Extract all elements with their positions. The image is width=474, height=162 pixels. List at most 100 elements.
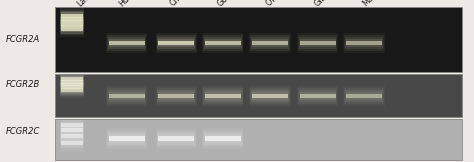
Bar: [61, 75, 83, 84]
Bar: [345, 37, 383, 49]
Bar: [60, 75, 84, 86]
Bar: [158, 41, 194, 45]
Bar: [155, 87, 197, 106]
Text: Ladder: Ladder: [75, 0, 101, 8]
Bar: [62, 84, 83, 91]
Bar: [202, 33, 244, 52]
Bar: [109, 41, 145, 45]
Bar: [204, 37, 242, 49]
Bar: [204, 90, 242, 102]
Bar: [204, 132, 242, 145]
Bar: [298, 88, 337, 104]
Bar: [250, 35, 290, 51]
Bar: [60, 17, 84, 34]
Bar: [61, 14, 83, 24]
Text: FCGR2A: FCGR2A: [6, 35, 40, 44]
Bar: [62, 88, 83, 92]
Bar: [251, 37, 289, 49]
Text: FCGR2C: FCGR2C: [6, 127, 40, 136]
Bar: [60, 78, 84, 91]
Bar: [62, 78, 83, 85]
Bar: [300, 92, 336, 100]
Bar: [60, 135, 84, 151]
Bar: [60, 120, 84, 132]
Bar: [60, 128, 84, 144]
Bar: [157, 37, 195, 49]
Bar: [62, 82, 83, 86]
Bar: [203, 35, 243, 51]
Bar: [60, 124, 84, 137]
Bar: [251, 90, 289, 102]
Bar: [249, 87, 291, 106]
Bar: [55, 7, 462, 72]
Bar: [62, 80, 83, 84]
Bar: [156, 35, 196, 51]
Bar: [107, 35, 146, 51]
Bar: [158, 136, 194, 141]
Bar: [202, 128, 244, 149]
Bar: [157, 90, 195, 102]
Text: Orang utan: Orang utan: [264, 0, 303, 8]
Bar: [62, 17, 83, 21]
Bar: [344, 88, 384, 104]
Bar: [61, 20, 83, 30]
Bar: [62, 20, 83, 24]
Bar: [62, 77, 83, 81]
Bar: [62, 12, 83, 19]
Text: Chimpanzee: Chimpanzee: [168, 0, 210, 8]
Bar: [345, 90, 383, 102]
Bar: [62, 27, 83, 31]
Bar: [205, 39, 241, 47]
Bar: [346, 41, 382, 45]
Bar: [62, 81, 83, 88]
Bar: [60, 21, 84, 37]
Bar: [60, 129, 84, 143]
Bar: [60, 12, 84, 26]
Bar: [250, 88, 290, 104]
Bar: [203, 88, 243, 104]
Bar: [158, 92, 194, 100]
Bar: [109, 39, 145, 47]
Bar: [61, 82, 83, 92]
Bar: [156, 88, 196, 104]
Bar: [252, 92, 288, 100]
Bar: [60, 75, 84, 88]
Bar: [60, 14, 84, 30]
Bar: [106, 33, 147, 52]
Text: FCGR2B: FCGR2B: [6, 80, 40, 89]
Text: Human: Human: [118, 0, 145, 8]
Bar: [157, 132, 195, 145]
Bar: [249, 33, 291, 52]
Bar: [205, 41, 241, 45]
Bar: [252, 39, 288, 47]
Bar: [61, 138, 83, 148]
Bar: [62, 23, 83, 27]
Bar: [62, 141, 83, 145]
Bar: [346, 92, 382, 100]
Bar: [61, 85, 83, 95]
Bar: [60, 79, 84, 95]
Bar: [62, 123, 83, 127]
Bar: [60, 9, 84, 22]
Bar: [62, 25, 83, 32]
Bar: [62, 19, 83, 26]
Bar: [61, 125, 83, 135]
Bar: [60, 11, 84, 27]
Bar: [60, 137, 84, 150]
Bar: [158, 94, 194, 98]
Bar: [60, 81, 84, 98]
Bar: [108, 37, 146, 49]
Bar: [205, 136, 241, 141]
Bar: [107, 130, 146, 147]
Bar: [62, 128, 83, 132]
Bar: [158, 134, 194, 143]
Bar: [62, 122, 83, 129]
Bar: [108, 90, 146, 102]
Bar: [60, 122, 84, 139]
Bar: [61, 120, 83, 130]
Bar: [62, 133, 83, 139]
Bar: [60, 120, 84, 133]
Bar: [155, 33, 197, 52]
Bar: [300, 41, 336, 45]
Bar: [62, 16, 83, 22]
